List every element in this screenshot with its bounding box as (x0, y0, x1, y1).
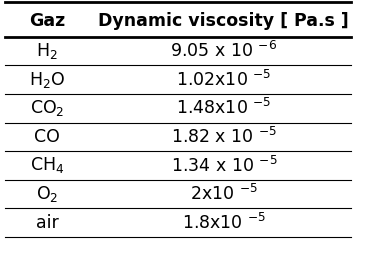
Text: 1.48x10 $^{-5}$: 1.48x10 $^{-5}$ (176, 98, 272, 118)
Text: 2x10 $^{-5}$: 2x10 $^{-5}$ (190, 184, 258, 204)
Text: 1.02x10 $^{-5}$: 1.02x10 $^{-5}$ (176, 70, 272, 90)
Text: 9.05 x 10 $^{-6}$: 9.05 x 10 $^{-6}$ (170, 41, 278, 61)
Text: 1.8x10 $^{-5}$: 1.8x10 $^{-5}$ (182, 213, 266, 233)
Text: CO: CO (34, 128, 60, 146)
Text: CO$_2$: CO$_2$ (30, 98, 65, 118)
Text: O$_2$: O$_2$ (36, 184, 58, 204)
Text: H$_2$O: H$_2$O (29, 70, 65, 90)
Text: H$_2$: H$_2$ (36, 41, 58, 61)
Text: air: air (36, 214, 59, 232)
Text: Dynamic viscosity [ Pa.s ]: Dynamic viscosity [ Pa.s ] (98, 12, 349, 29)
Text: CH$_4$: CH$_4$ (30, 156, 64, 175)
Text: 1.82 x 10 $^{-5}$: 1.82 x 10 $^{-5}$ (171, 127, 277, 147)
Text: 1.34 x 10 $^{-5}$: 1.34 x 10 $^{-5}$ (171, 156, 277, 175)
Text: Gaz: Gaz (29, 12, 65, 29)
